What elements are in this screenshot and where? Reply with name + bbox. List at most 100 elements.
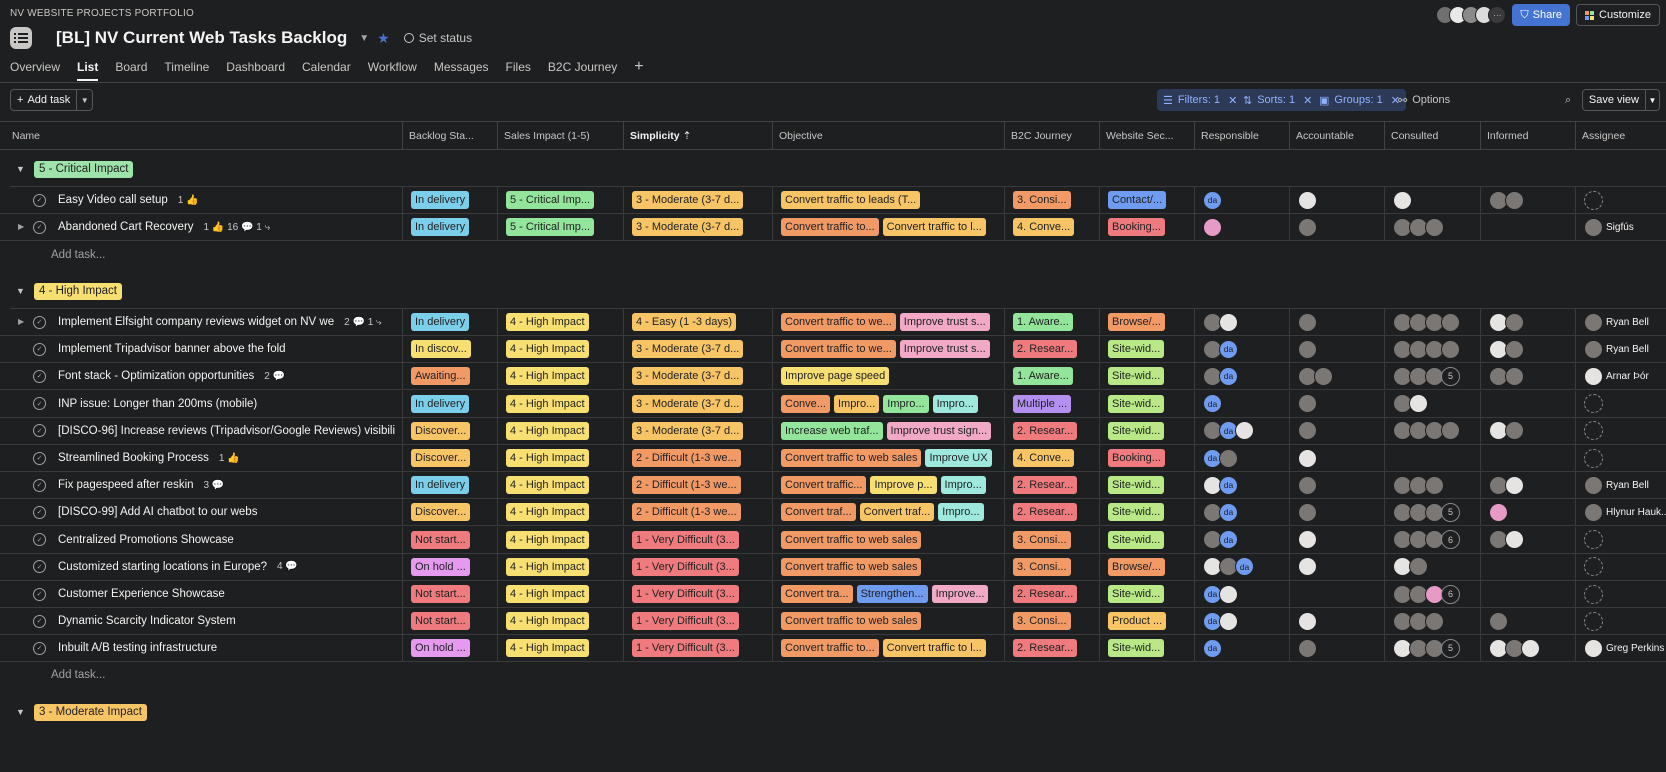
task-name[interactable]: [DISCO-96] Increase reviews (Tripadvisor… (58, 424, 396, 437)
objective-tag[interactable]: Impro... (833, 394, 880, 413)
objective-tag[interactable]: Improve trust sign... (886, 421, 992, 440)
name-cell[interactable]: ✓ Customer Experience Showcase (10, 581, 403, 607)
accountable-cell[interactable] (1290, 581, 1385, 607)
accountable-cell[interactable] (1290, 309, 1385, 335)
name-cell[interactable]: ✓ Font stack - Optimization opportunities… (10, 363, 403, 390)
objective-tag[interactable]: Convert traf... (781, 503, 856, 522)
simplicity-tag[interactable]: 3 - Moderate (3-7 d... (632, 218, 744, 236)
b2c-journey-cell[interactable]: 3. Consi... (1005, 553, 1100, 580)
website-section-cell[interactable]: Site-wid... (1100, 499, 1195, 526)
avatar[interactable] (1409, 394, 1428, 414)
complete-task-checkbox[interactable]: ✓ (33, 505, 46, 519)
consulted-cell[interactable] (1385, 336, 1481, 363)
backlog-status-tag[interactable]: Not start... (411, 530, 470, 549)
search-icon[interactable]: ⌕ (1565, 93, 1572, 106)
avatar[interactable]: da (1219, 366, 1238, 386)
avatar[interactable] (1489, 502, 1508, 522)
task-name[interactable]: Centralized Promotions Showcase (58, 533, 234, 546)
sales-impact-cell[interactable]: 4 - High Impact (498, 309, 624, 335)
section-header[interactable]: ▼ 5 - Critical Impact (0, 158, 400, 180)
sales-impact-tag[interactable]: 4 - High Impact (506, 367, 589, 386)
objective-cell[interactable]: Convert traffic to we... Improve trust s.… (773, 336, 1005, 363)
responsible-cell[interactable]: da (1195, 336, 1290, 363)
complete-task-checkbox[interactable]: ✓ (33, 587, 46, 601)
website-section-tag[interactable]: Site-wid... (1108, 367, 1165, 386)
b2c-journey-cell[interactable]: 2. Resear... (1005, 336, 1100, 363)
avatar[interactable] (1505, 475, 1524, 495)
simplicity-cell[interactable]: 3 - Moderate (3-7 d... (624, 187, 773, 213)
backlog-status-tag[interactable]: In delivery (411, 218, 470, 236)
backlog-status-tag[interactable]: Not start... (411, 612, 470, 631)
informed-cell[interactable] (1481, 214, 1576, 240)
assignee-avatar[interactable] (1584, 312, 1603, 332)
website-section-cell[interactable]: Browse/... (1100, 553, 1195, 580)
avatar[interactable]: da (1219, 530, 1238, 550)
consulted-cell[interactable]: 5 (1385, 635, 1481, 662)
complete-task-checkbox[interactable]: ✓ (33, 342, 46, 356)
objective-tag[interactable]: Improve UX (925, 449, 992, 467)
website-section-tag[interactable]: Booking... (1108, 449, 1165, 467)
responsible-cell[interactable]: da (1195, 635, 1290, 662)
simplicity-tag[interactable]: 1 - Very Difficult (3... (632, 530, 739, 549)
objective-cell[interactable]: Convert traffic to web sales (773, 526, 1005, 553)
website-section-tag[interactable]: Site-wid... (1108, 476, 1165, 495)
b2c-journey-tag[interactable]: 2. Resear... (1013, 639, 1078, 658)
avatar[interactable] (1505, 190, 1524, 210)
tab-files[interactable]: Files (505, 60, 531, 74)
responsible-cell[interactable]: da (1195, 187, 1290, 213)
backlog-status-tag[interactable]: In delivery (411, 394, 470, 413)
website-section-cell[interactable]: Product ... (1100, 608, 1195, 635)
b2c-journey-cell[interactable]: 4. Conve... (1005, 214, 1100, 240)
consulted-cell[interactable] (1385, 608, 1481, 635)
avatar[interactable] (1393, 190, 1412, 210)
b2c-journey-cell[interactable]: 1. Aware... (1005, 363, 1100, 390)
avatar[interactable] (1505, 339, 1524, 359)
accountable-cell[interactable] (1290, 417, 1385, 444)
groups-chip[interactable]: ▣ Groups: 1 ✕ (1313, 89, 1406, 111)
b2c-journey-tag[interactable]: 1. Aware... (1013, 313, 1073, 331)
table-row[interactable]: ✓ INP issue: Longer than 200ms (mobile) In… (0, 390, 1666, 418)
simplicity-cell[interactable]: 2 - Difficult (1-3 we... (624, 445, 773, 471)
backlog-status-cell[interactable]: Discover... (403, 445, 498, 471)
website-section-tag[interactable]: Product ... (1108, 612, 1167, 631)
simplicity-tag[interactable]: 3 - Moderate (3-7 d... (632, 394, 744, 413)
more-people-count[interactable]: 5 (1441, 502, 1460, 522)
backlog-status-cell[interactable]: In delivery (403, 390, 498, 417)
more-people-count[interactable]: 5 (1441, 638, 1460, 658)
consulted-cell[interactable]: 6 (1385, 581, 1481, 607)
b2c-journey-tag[interactable]: 2. Resear... (1013, 476, 1078, 495)
table-row[interactable]: ✓ Dynamic Scarcity Indicator System Not st… (0, 608, 1666, 636)
table-row[interactable]: ✓ Streamlined Booking Process 1 👍 Discover.… (0, 445, 1666, 472)
consulted-cell[interactable] (1385, 309, 1481, 335)
b2c-journey-tag[interactable]: 1. Aware... (1013, 367, 1073, 386)
name-cell[interactable]: ✓ Dynamic Scarcity Indicator System (10, 608, 403, 635)
website-section-cell[interactable]: Contact/... (1100, 187, 1195, 213)
avatar[interactable] (1298, 611, 1317, 631)
avatar[interactable] (1298, 421, 1317, 441)
name-cell[interactable]: ✓ INP issue: Longer than 200ms (mobile) (10, 390, 403, 417)
informed-cell[interactable] (1481, 472, 1576, 499)
informed-cell[interactable] (1481, 499, 1576, 526)
avatar[interactable] (1298, 475, 1317, 495)
complete-task-checkbox[interactable]: ✓ (33, 614, 46, 628)
b2c-journey-tag[interactable]: 3. Consi... (1013, 530, 1071, 549)
website-section-tag[interactable]: Booking... (1108, 218, 1165, 236)
b2c-journey-cell[interactable]: 4. Conve... (1005, 445, 1100, 471)
task-name[interactable]: Easy Video call setup (58, 194, 168, 206)
column-header-objective[interactable]: Objective (773, 122, 1005, 149)
backlog-status-tag[interactable]: In discov... (411, 340, 471, 359)
website-section-cell[interactable]: Site-wid... (1100, 336, 1195, 363)
website-section-cell[interactable]: Site-wid... (1100, 417, 1195, 444)
backlog-status-cell[interactable]: Discover... (403, 499, 498, 526)
objective-tag[interactable]: Convert traffic to l... (882, 218, 986, 236)
sales-impact-tag[interactable]: 4 - High Impact (506, 476, 589, 495)
sales-impact-cell[interactable]: 4 - High Impact (498, 472, 624, 499)
website-section-tag[interactable]: Site-wid... (1108, 394, 1165, 413)
sales-impact-tag[interactable]: 4 - High Impact (506, 313, 589, 331)
sales-impact-tag[interactable]: 5 - Critical Imp... (506, 191, 595, 209)
assignee-cell[interactable]: Arnar Þór (1576, 363, 1666, 389)
simplicity-cell[interactable]: 1 - Very Difficult (3... (624, 553, 773, 580)
simplicity-cell[interactable]: 1 - Very Difficult (3... (624, 635, 773, 662)
accountable-cell[interactable] (1290, 336, 1385, 363)
table-row[interactable]: ✓ Centralized Promotions Showcase Not star… (0, 526, 1666, 554)
